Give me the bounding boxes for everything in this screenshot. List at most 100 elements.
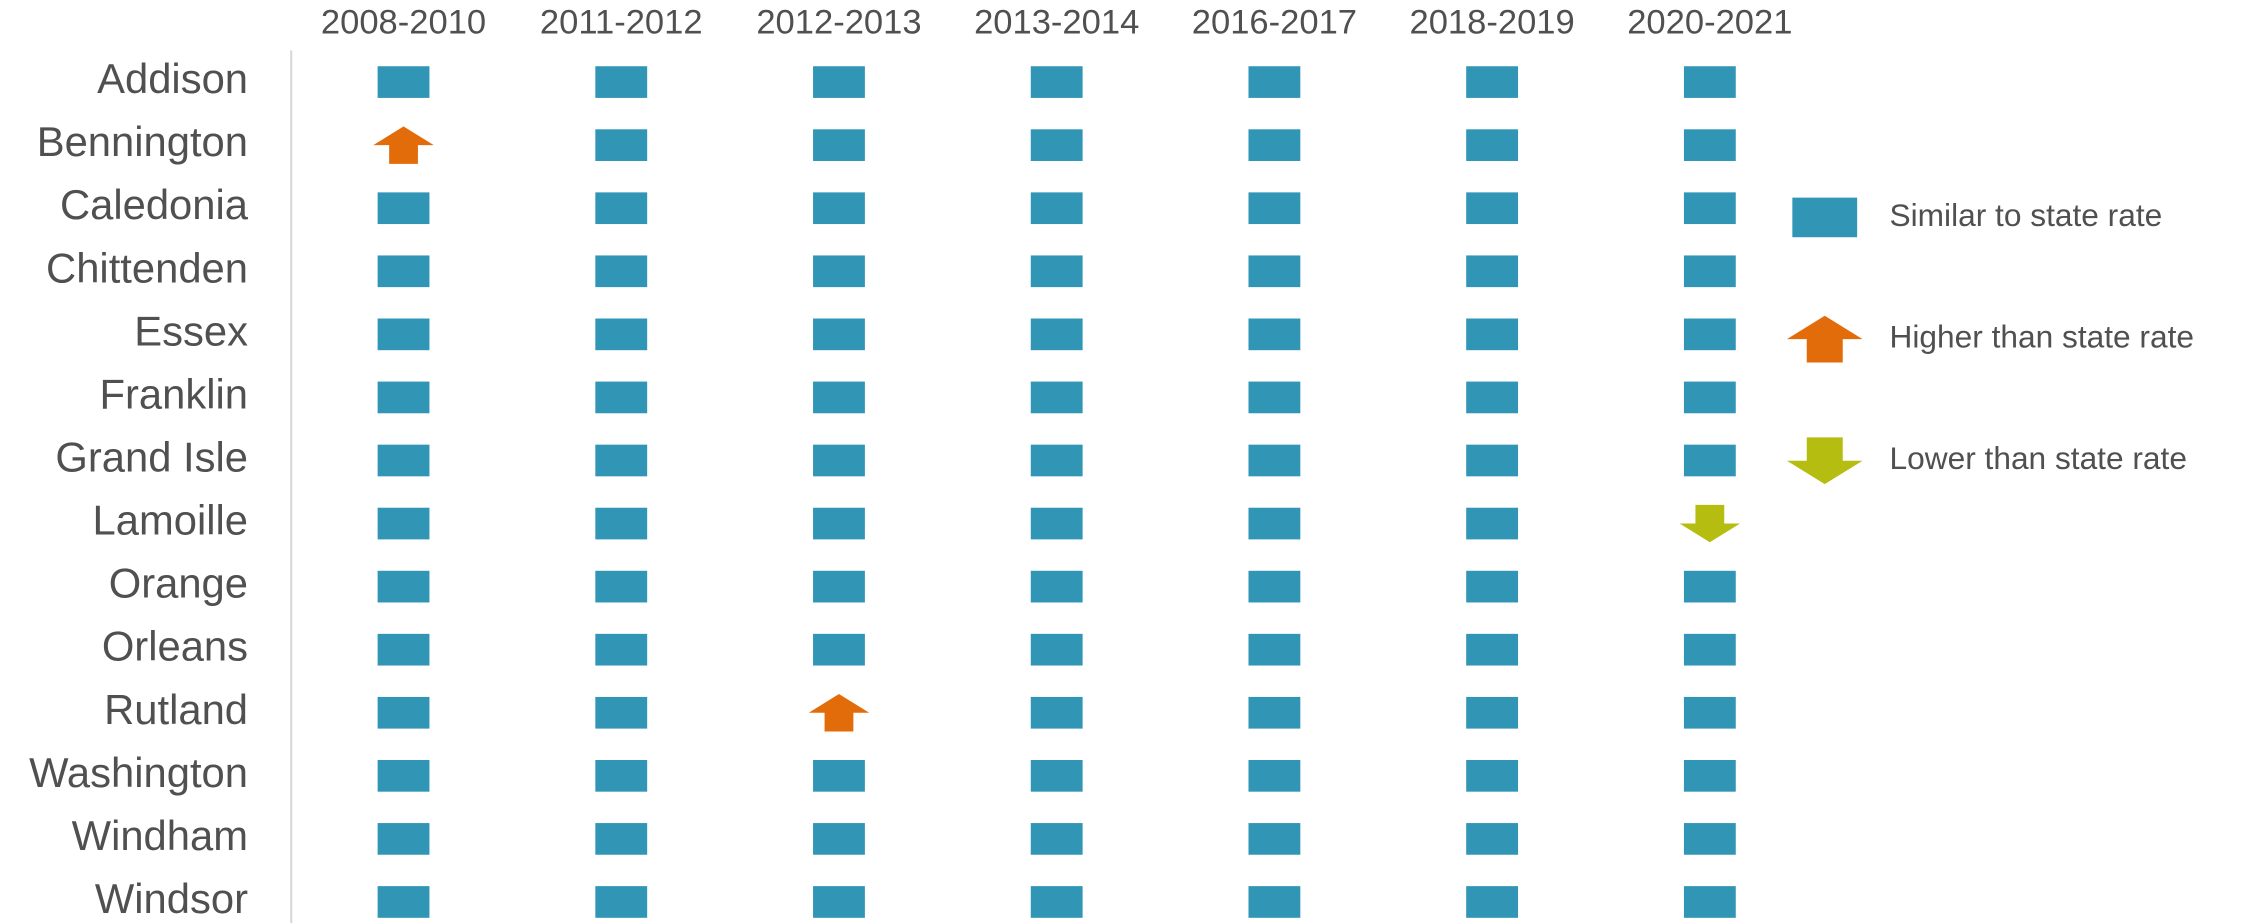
status-square xyxy=(1248,66,1301,98)
legend-label: Higher than state rate xyxy=(1890,318,2194,354)
status-square xyxy=(595,381,648,414)
status-square xyxy=(813,192,865,225)
row-label: Lamoille xyxy=(93,497,248,544)
column-header: 2018-2019 xyxy=(1410,4,1575,42)
status-square xyxy=(595,192,648,225)
status-square xyxy=(1030,129,1083,161)
legend-label: Lower than state rate xyxy=(1890,440,2187,476)
status-square xyxy=(1248,823,1301,855)
status-square xyxy=(1466,129,1519,161)
status-arrow-up xyxy=(808,694,870,732)
status-square xyxy=(813,255,865,288)
status-square xyxy=(595,886,648,918)
status-square xyxy=(595,570,648,603)
row-label: Orleans xyxy=(102,623,248,670)
legend-label: Similar to state rate xyxy=(1890,197,2163,233)
row-label: Addison xyxy=(97,55,248,102)
status-square xyxy=(1030,823,1083,855)
row-label: Caledonia xyxy=(60,181,249,228)
status-square xyxy=(1792,197,1858,238)
status-square xyxy=(813,759,865,792)
status-square xyxy=(1030,507,1083,540)
status-square xyxy=(1466,570,1519,603)
status-square xyxy=(1248,318,1301,351)
status-square xyxy=(595,318,648,351)
status-square xyxy=(1030,696,1083,729)
status-arrow-down xyxy=(1679,504,1741,543)
status-square xyxy=(1030,318,1083,351)
status-square xyxy=(377,759,430,792)
status-square xyxy=(1683,255,1736,288)
status-square xyxy=(813,318,865,351)
status-square xyxy=(595,129,648,161)
status-square xyxy=(1466,507,1519,540)
status-arrow-up xyxy=(1786,315,1863,363)
status-square xyxy=(595,759,648,792)
status-square xyxy=(377,255,430,288)
status-square xyxy=(1248,696,1301,729)
status-square xyxy=(1466,318,1519,351)
status-square xyxy=(1248,507,1301,540)
status-square xyxy=(377,823,430,855)
status-square xyxy=(1466,192,1519,225)
column-header: 2012-2013 xyxy=(756,4,921,42)
status-square xyxy=(1683,444,1736,477)
status-square xyxy=(1030,192,1083,225)
status-square xyxy=(1466,66,1519,98)
row-label: Washington xyxy=(29,749,248,796)
status-square xyxy=(813,129,865,161)
status-square xyxy=(1466,696,1519,729)
status-square xyxy=(1683,66,1736,98)
status-square xyxy=(1248,381,1301,414)
status-square xyxy=(1030,759,1083,792)
row-label: Orange xyxy=(109,560,248,607)
status-square xyxy=(377,444,430,477)
status-square xyxy=(813,823,865,855)
column-header: 2020-2021 xyxy=(1627,4,1792,42)
status-square xyxy=(377,381,430,414)
status-square xyxy=(813,381,865,414)
status-square xyxy=(1248,633,1301,666)
status-square xyxy=(1248,570,1301,603)
status-square xyxy=(377,192,430,225)
status-square xyxy=(377,886,430,918)
row-label: Grand Isle xyxy=(55,434,248,481)
status-square xyxy=(1683,633,1736,666)
status-square xyxy=(595,66,648,98)
status-square xyxy=(1248,444,1301,477)
status-square xyxy=(1030,444,1083,477)
status-square xyxy=(813,633,865,666)
row-label: Essex xyxy=(134,307,248,354)
status-square xyxy=(1248,255,1301,288)
status-square xyxy=(1248,129,1301,161)
row-label: Chittenden xyxy=(46,244,248,291)
status-square xyxy=(1683,381,1736,414)
status-square xyxy=(813,507,865,540)
status-square xyxy=(1466,633,1519,666)
status-square xyxy=(813,66,865,98)
status-square xyxy=(1248,886,1301,918)
row-label: Franklin xyxy=(100,370,249,417)
row-label: Rutland xyxy=(104,686,248,733)
status-square xyxy=(1466,759,1519,792)
status-arrow-down xyxy=(1786,437,1863,485)
status-square xyxy=(1683,192,1736,225)
status-square xyxy=(377,507,430,540)
status-square xyxy=(1683,570,1736,603)
row-label: Windham xyxy=(72,812,248,859)
row-label: Windsor xyxy=(95,875,248,922)
column-header: 2013-2014 xyxy=(974,4,1139,42)
status-square xyxy=(1683,318,1736,351)
status-square xyxy=(1683,129,1736,161)
status-square xyxy=(1683,886,1736,918)
status-square xyxy=(1466,444,1519,477)
status-square xyxy=(1248,759,1301,792)
status-square xyxy=(1248,192,1301,225)
status-square xyxy=(813,444,865,477)
status-square xyxy=(377,696,430,729)
status-square xyxy=(813,570,865,603)
status-square xyxy=(1030,570,1083,603)
status-square xyxy=(595,696,648,729)
